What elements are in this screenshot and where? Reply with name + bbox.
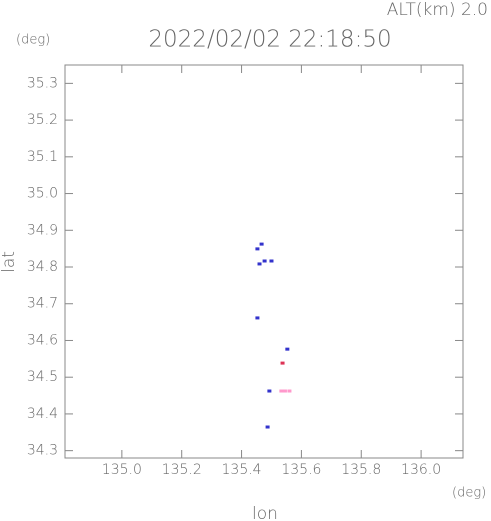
radar-echo [259, 242, 264, 246]
radar-echo [262, 259, 267, 263]
x-tick-label: 135.0 [102, 462, 142, 478]
chart-title: 2022/02/02 22:18:50 [148, 27, 391, 53]
y-tick-label: 35.1 [27, 149, 58, 165]
x-tick-label: 135.2 [162, 462, 202, 478]
y-tick-label: 35.2 [27, 112, 58, 128]
x-unit: (deg) [452, 486, 486, 501]
plot-frame [64, 64, 464, 459]
y-tick-label: 34.4 [27, 406, 58, 422]
y-tick-label: 34.6 [27, 332, 58, 348]
y-tick-label: 35.0 [27, 186, 58, 202]
x-tick-label: 135.6 [281, 462, 321, 478]
radar-echo [255, 316, 260, 320]
y-unit: (deg) [16, 33, 50, 48]
radar-echo [285, 347, 290, 351]
y-tick-label: 34.3 [27, 443, 58, 459]
radar-echo [280, 361, 285, 365]
radar-echo [279, 389, 284, 393]
y-axis-label: lat [0, 251, 19, 273]
x-tick-label: 135.4 [222, 462, 262, 478]
y-tick-label: 34.7 [27, 296, 58, 312]
y-tick-label: 34.8 [27, 259, 58, 275]
y-tick-label: 34.9 [27, 222, 58, 238]
radar-echo [255, 247, 260, 251]
radar-echo [282, 389, 287, 393]
y-tick-label: 34.5 [27, 369, 58, 385]
radar-echo [267, 389, 272, 393]
radar-echo [269, 259, 274, 263]
x-axis-label: lon [252, 504, 278, 521]
y-tick-label: 35.3 [27, 75, 58, 91]
radar-echo [287, 389, 292, 393]
altitude-label: ALT(km) 2.0 [387, 0, 488, 20]
x-tick-label: 136.0 [401, 462, 441, 478]
radar-echo [265, 425, 270, 429]
x-tick-label: 135.8 [341, 462, 381, 478]
radar-echo [257, 262, 262, 266]
